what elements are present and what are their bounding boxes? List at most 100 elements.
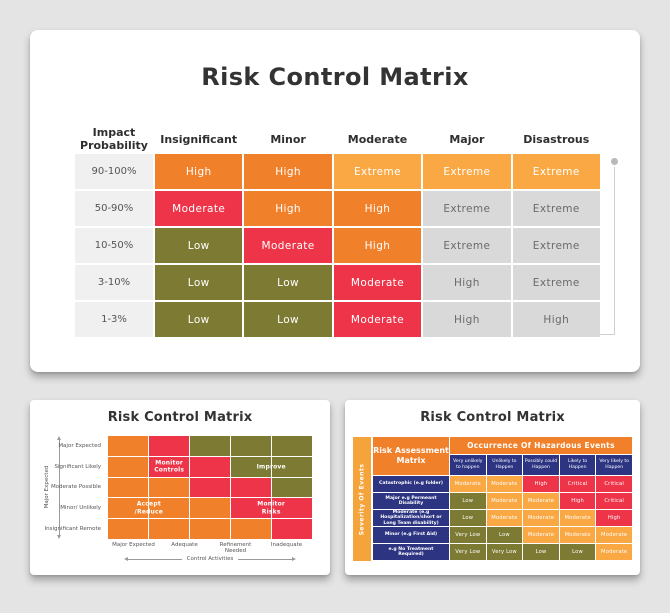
assessment-cell: Very Low [450,527,486,543]
matrix-cell [149,456,189,477]
slider-knob-icon[interactable] [611,158,618,165]
matrix-cell [108,456,148,477]
slide-thumbnail-assessment-table[interactable]: Risk Control Matrix Severity Of Events R… [345,400,640,575]
matrix-cell [272,477,312,498]
slide-thumbnail-matrix-chart[interactable]: Risk Control Matrix Major Expected Major… [30,400,330,575]
column-header: Insignificant [160,132,238,146]
matrix-cell: High [333,228,422,263]
matrix-cell: Extreme [512,228,600,263]
occurrence-column-header: Very likely to Happen [596,455,632,475]
occurrence-column-header: Likely to Happen [559,455,596,475]
row-label: 1-3% [75,302,153,337]
y-axis-arrow-icon [57,436,61,539]
matrix-cell [231,519,271,539]
matrix-cell: Low [155,228,243,263]
matrix-cell: Moderate [333,302,422,337]
y-axis-tick-labels: Major Expected Significant Likely Moderate… [34,436,104,539]
x-axis-left-arrow-icon [123,556,182,561]
matrix-cell [149,436,189,456]
severity-side-label: Severity Of Events [358,463,366,535]
matrix-cell [231,456,271,477]
x-tick-label: Major Expected [112,542,155,548]
matrix-cell: High [423,265,511,300]
page-title: Risk Control Matrix [201,63,469,91]
y-tick-label: Significant Likely [54,463,101,470]
matrix-cell: High [244,154,332,189]
br-slide-title: Risk Control Matrix [420,410,565,425]
assessment-cell: Moderate [523,493,559,509]
occurrence-column-header: Unlikely to Happen [486,455,523,475]
y-tick-label: Major Expected [58,443,101,450]
matrix-cell [108,477,148,498]
assessment-cell: Moderate [559,510,596,526]
matrix-cell: Extreme [423,228,511,263]
matrix-cell: Extreme [512,191,600,226]
matrix-cell [108,436,148,456]
matrix-cell [190,456,230,477]
row-label: 3-10% [75,265,153,300]
matrix-cell [272,436,312,456]
assessment-cell: Low [450,493,486,509]
assessment-cell: Moderate [523,527,559,543]
assessment-cell: Critical [596,476,632,492]
corner-header: Impact Probability [80,126,148,152]
row-label: 50-90% [75,191,153,226]
slide-main[interactable]: Risk Control Matrix Impact Probability In… [30,30,640,372]
assessment-cell: High [596,510,632,526]
column-header: Major [449,132,485,146]
column-header: Minor [270,132,306,146]
assessment-cell: Critical [559,476,596,492]
matrix-cell: Extreme [512,265,600,300]
risk-matrix-chart: Major Expected Major Expected Significant… [30,400,330,575]
assessment-cell: Moderate [486,493,523,509]
assessment-cell: Moderate [486,476,523,492]
x-axis: Control Activities [108,553,312,565]
matrix-grid [108,436,312,539]
severity-row-label: Catastrophic (e.g folder) [373,476,449,492]
assessment-cell: Moderate [486,510,523,526]
severity-row-label: Minor (e.g First Aid) [373,527,449,543]
severity-row-label: Moderate (e.g Hospitalization/short or L… [373,510,449,526]
matrix-cell: High [512,302,600,337]
matrix-cell [272,519,312,539]
matrix-cell: Low [244,265,332,300]
matrix-cell: Extreme [423,191,511,226]
assessment-cell: Moderate [596,527,632,543]
assessment-cell: Low [486,527,523,543]
matrix-cell [149,477,189,498]
matrix-cell [190,498,230,519]
assessment-cell: Very Low [486,544,523,560]
matrix-cell: High [423,302,511,337]
matrix-cell: Moderate [244,228,332,263]
assessment-cell: Moderate [450,476,486,492]
column-header: Disastrous [523,132,590,146]
row-label: 90-100% [75,154,153,189]
assessment-cell: Moderate [559,527,596,543]
x-axis-tick-labels: Major Expected Adequate Refinement Needed I… [108,542,312,554]
assessment-cell: Moderate [596,544,632,560]
matrix-cell: Moderate [333,265,422,300]
risk-control-table: Impact Probability Insignificant Minor Mode… [75,126,600,337]
assessment-cell: Low [523,544,559,560]
assessment-cell: Low [559,544,596,560]
column-header: Moderate [347,132,408,146]
x-axis-label: Control Activities [186,556,234,562]
row-label: 10-50% [75,228,153,263]
assessment-cell: Low [450,510,486,526]
x-axis-right-arrow-icon [238,556,297,561]
matrix-cell: High [333,191,422,226]
y-tick-label: Moderate Possible [50,484,101,491]
matrix-cell: Low [155,302,243,337]
slider-decoration [598,156,618,338]
matrix-cell: High [244,191,332,226]
assessment-cell: Critical [596,493,632,509]
y-tick-label: Minor/ Unlikely [60,504,101,511]
assessment-corner-header: Risk Assessment Matrix [373,437,449,475]
assessment-cell: Very Low [450,544,486,560]
matrix-cell: Moderate [155,191,243,226]
occurrence-header: Occurrence Of Hazardous Events [450,437,632,454]
matrix-cell [108,498,148,519]
risk-assessment-table: Risk Assessment Matrix Occurrence Of Haza… [373,437,632,560]
matrix-cell [190,436,230,456]
severity-row-label: e.g No Treatment Required) [373,544,449,560]
